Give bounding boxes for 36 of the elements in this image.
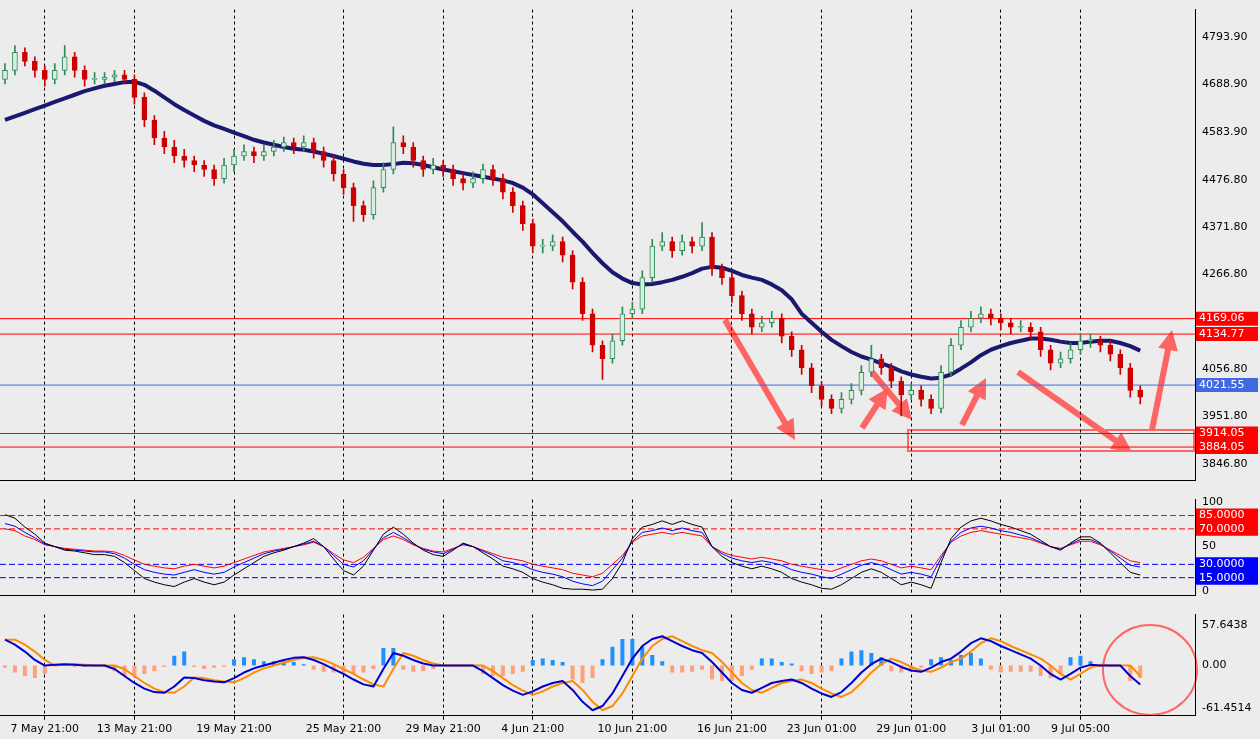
ref-line-label: 70.0000 [1199, 521, 1245, 535]
y-tick-label: 50 [1202, 539, 1216, 553]
x-tick-label: 23 Jun 01:00 [786, 722, 857, 736]
ref-line-label: 30.0000 [1199, 557, 1245, 571]
ref-line-label: 85.0000 [1199, 508, 1245, 522]
y-tick-label: 3951.80 [1202, 409, 1248, 423]
y-tick-label: 4476.80 [1202, 172, 1248, 186]
x-tick-label: 10 Jun 21:00 [597, 722, 668, 736]
ref-line-label: 4169.06 [1199, 311, 1245, 325]
y-tick-label: 100 [1202, 495, 1223, 509]
y-tick-label: 4688.90 [1202, 77, 1248, 91]
ref-line-label: 15.0000 [1199, 570, 1245, 584]
y-tick-label: 0 [1202, 583, 1209, 597]
x-tick-label: 3 Jul 01:00 [971, 722, 1031, 736]
y-tick-label: 4371.80 [1202, 220, 1248, 234]
y-tick-label: 0.00 [1202, 658, 1227, 672]
x-tick-label: 4 Jun 21:00 [501, 722, 565, 736]
ref-line-label: 3914.05 [1199, 426, 1245, 440]
y-tick-label: 4266.80 [1202, 267, 1248, 281]
y-tick-label: 57.6438 [1202, 618, 1248, 632]
ref-line-label: 3884.05 [1199, 439, 1245, 453]
y-tick-label: 3846.80 [1202, 456, 1248, 470]
x-tick-label: 29 May 21:00 [405, 722, 481, 736]
y-tick-label: 4793.90 [1202, 29, 1248, 43]
x-tick-label: 29 Jun 01:00 [876, 722, 947, 736]
ref-line-label: 4134.77 [1199, 326, 1245, 340]
x-tick-label: 9 Jul 05:00 [1050, 722, 1110, 736]
y-tick-label: 4583.90 [1202, 124, 1248, 138]
x-tick-label: 16 Jun 21:00 [696, 722, 767, 736]
x-tick-label: 25 May 21:00 [305, 722, 382, 736]
y-tick-label: -61.4514 [1202, 701, 1252, 715]
x-tick-label: 7 May 21:00 [10, 722, 80, 736]
x-tick-label: 19 May 21:00 [196, 722, 272, 736]
y-tick-label: 4056.80 [1202, 362, 1248, 376]
x-tick-label: 13 May 21:00 [96, 722, 173, 736]
ref-line-label: 4021.55 [1199, 377, 1245, 391]
